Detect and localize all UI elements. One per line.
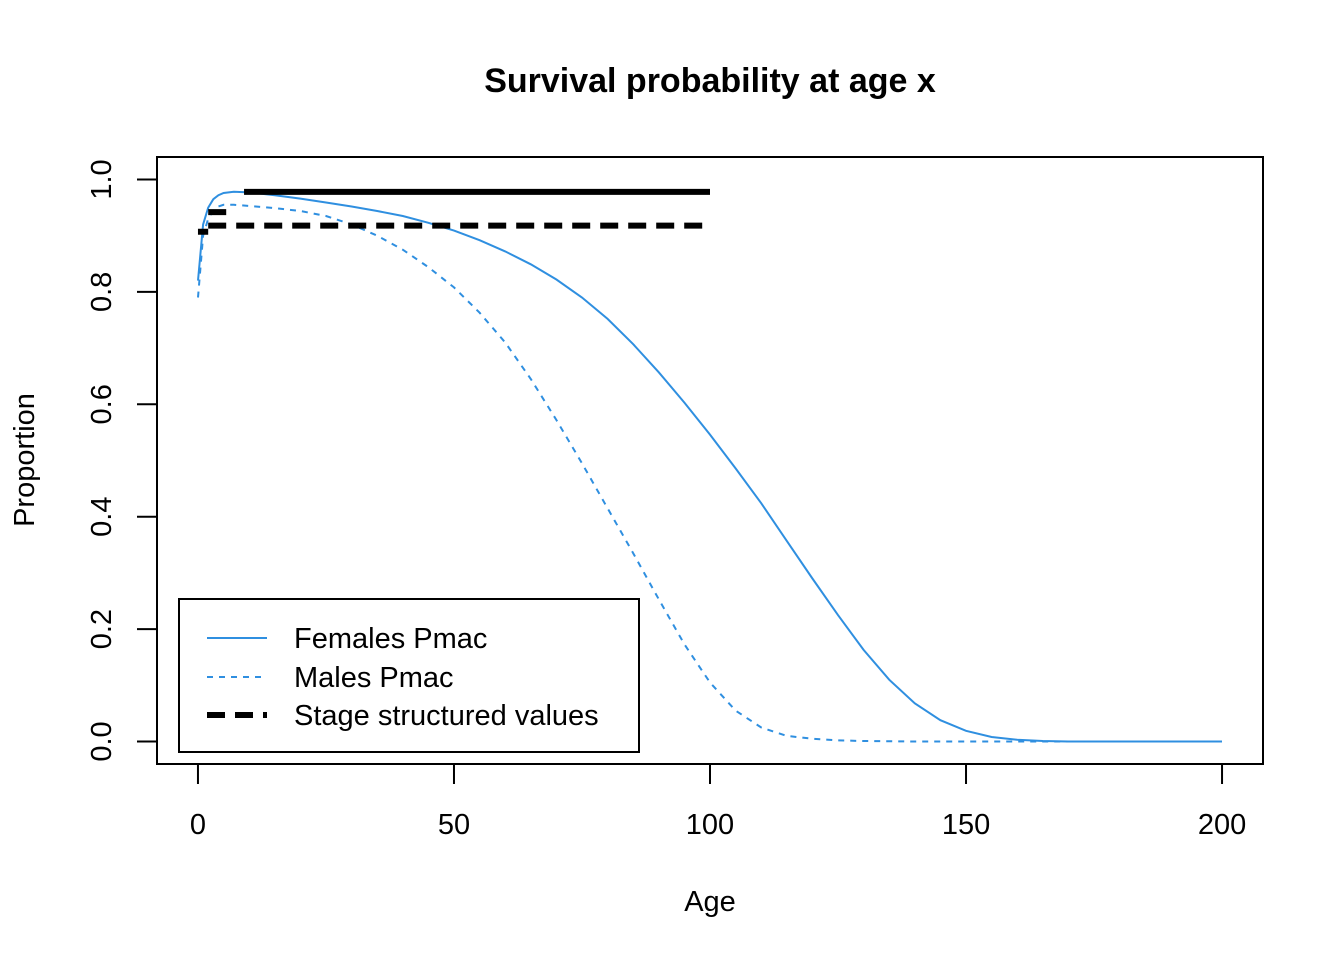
chart-title: Survival probability at age x [484, 62, 936, 100]
y-tick-label-0: 0.0 [86, 721, 118, 761]
legend-label-stage-structured: Stage structured values [294, 700, 599, 732]
x-tick-label-1: 50 [438, 809, 470, 841]
x-tick-label-2: 100 [686, 809, 734, 841]
x-axis-label: Age [684, 886, 736, 918]
y-axis-label: Proportion [9, 393, 41, 527]
x-tick-label-3: 150 [942, 809, 990, 841]
y-tick-label-3: 0.6 [86, 384, 118, 424]
y-tick-label-1: 0.2 [86, 609, 118, 649]
y-tick-label-4: 0.8 [86, 272, 118, 312]
y-tick-label-2: 0.4 [86, 497, 118, 537]
series-layer [197, 188, 1222, 743]
series-males-line [197, 203, 1222, 743]
x-tick-label-0: 0 [190, 809, 206, 841]
legend-label-males: Males Pmac [294, 662, 454, 694]
y-axis: 0.0 0.2 0.4 0.6 0.8 1.0 [86, 159, 158, 762]
legend: Females Pmac Males Pmac Stage structured… [178, 598, 640, 753]
x-axis: 0 50 100 150 200 [190, 763, 1246, 841]
legend-label-females: Females Pmac [294, 623, 487, 655]
legend-box [178, 598, 640, 753]
x-tick-label-4: 200 [1198, 809, 1246, 841]
y-tick-label-5: 1.0 [86, 159, 118, 199]
